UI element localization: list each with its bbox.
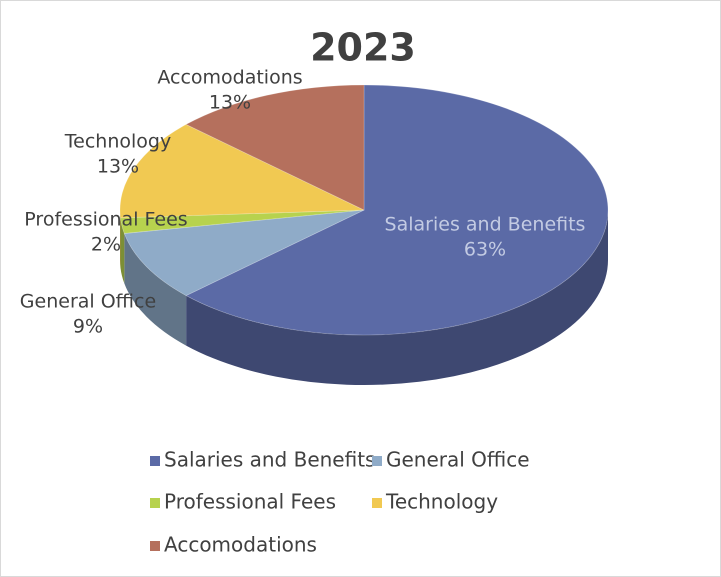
data-label-name: Professional Fees <box>24 209 187 231</box>
legend-label: Professional Fees <box>164 490 336 514</box>
slice-side <box>186 210 608 385</box>
legend-label: General Office <box>386 448 530 472</box>
legend-label: Accomodations <box>164 533 317 557</box>
data-label-value: 13% <box>209 92 251 114</box>
legend-label: Salaries and Benefits <box>164 448 375 472</box>
slice <box>120 209 365 234</box>
legend-swatch <box>150 456 160 466</box>
data-label-value: 2% <box>91 234 121 256</box>
legend-label: Technology <box>385 490 498 514</box>
data-label-name: General Office <box>20 291 156 313</box>
legend-swatch <box>372 456 382 466</box>
legend-swatch <box>372 498 382 508</box>
slice <box>119 123 365 219</box>
data-label-value: 13% <box>97 156 139 178</box>
chart-title: 2023 <box>310 26 416 70</box>
slice <box>123 209 365 297</box>
legend-swatch <box>150 498 160 508</box>
data-label-value: 9% <box>73 316 103 338</box>
slice-side <box>120 217 125 284</box>
data-label-value: 63% <box>464 239 506 261</box>
data-label-name: Accomodations <box>157 67 302 89</box>
data-label-name: Salaries and Benefits <box>385 214 586 236</box>
slice <box>185 84 365 211</box>
legend-swatch <box>150 541 160 551</box>
slice <box>185 84 609 336</box>
slice-side <box>124 233 187 346</box>
data-label-name: Technology <box>64 131 171 153</box>
